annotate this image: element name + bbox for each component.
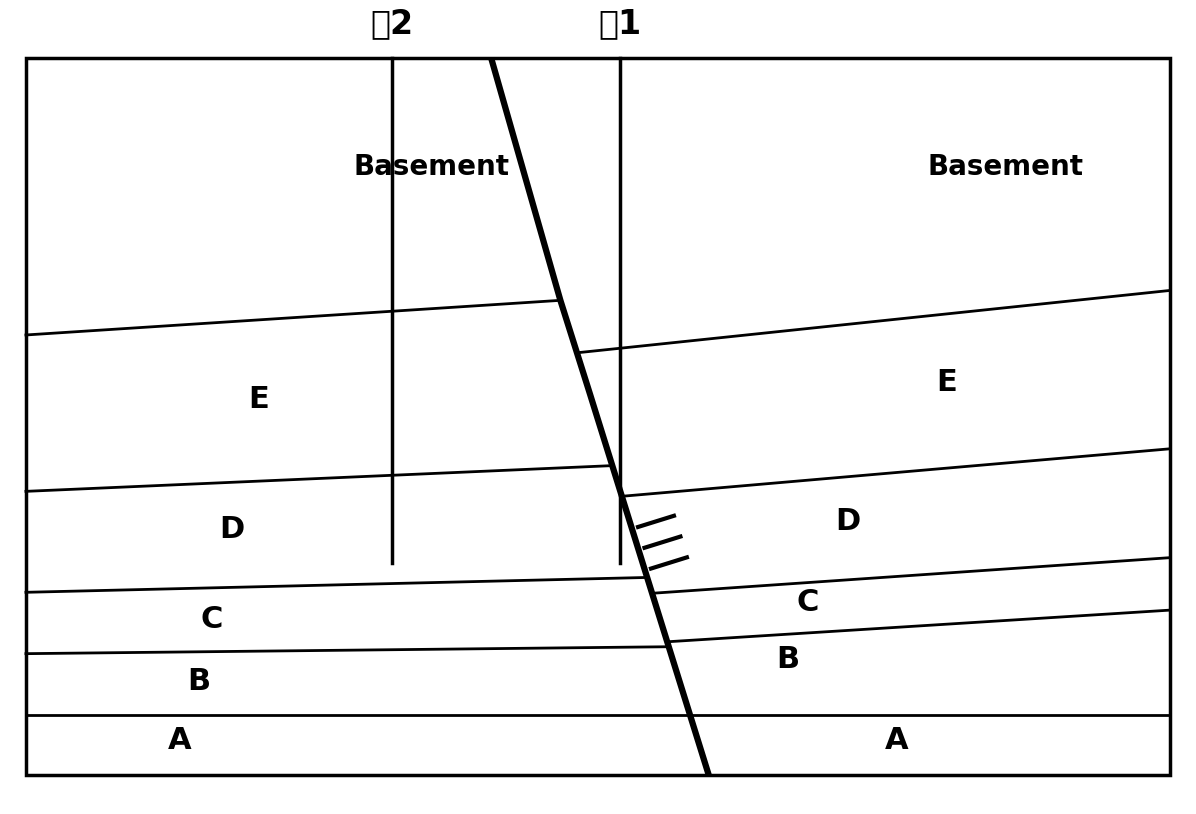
Text: E: E	[248, 385, 269, 414]
Text: C: C	[797, 588, 819, 617]
Text: E: E	[936, 368, 957, 397]
Text: A: A	[885, 726, 909, 755]
Text: Basement: Basement	[928, 153, 1084, 181]
Text: Basement: Basement	[354, 153, 509, 181]
Text: B: B	[188, 667, 210, 696]
Text: 井2: 井2	[371, 7, 414, 40]
Text: B: B	[776, 646, 800, 674]
Text: D: D	[835, 506, 860, 536]
Bar	[26, 58, 1170, 776]
Text: D: D	[219, 515, 244, 545]
Text: C: C	[201, 605, 224, 633]
Text: 井1: 井1	[598, 7, 641, 40]
Text: A: A	[167, 726, 191, 755]
